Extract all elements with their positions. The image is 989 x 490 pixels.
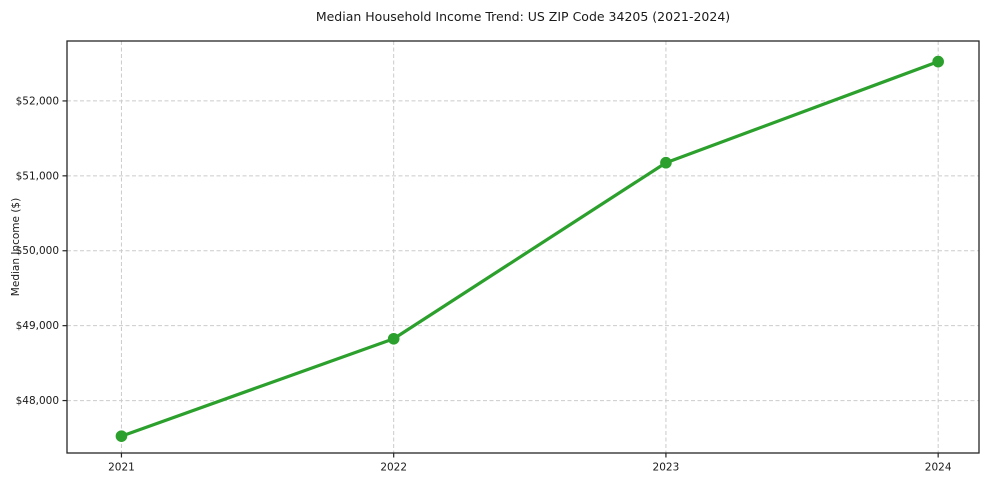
y-tick-label: $48,000: [16, 395, 59, 407]
y-tick-label: $51,000: [16, 170, 59, 182]
x-tick-label: 2021: [108, 462, 135, 474]
x-tick-label: 2024: [925, 462, 952, 474]
y-tick-label: $52,000: [16, 95, 59, 107]
data-point-2024: [932, 55, 944, 68]
x-tick-label: 2023: [653, 462, 680, 474]
y-axis-label: Median Income ($): [10, 198, 22, 296]
y-tick-label: $50,000: [16, 245, 59, 257]
data-point-2023: [660, 156, 672, 169]
plot-border: [66, 40, 980, 454]
plot-area: [67, 41, 979, 453]
income-trend-line: [119, 59, 940, 438]
chart-title: Median Household Income Trend: US ZIP Co…: [316, 9, 730, 24]
y-tick-label: $49,000: [16, 320, 59, 332]
data-point-2021: [115, 430, 128, 442]
data-point-2022: [387, 332, 400, 345]
chart-plot-group: 2021 2022 2023 2024 $48,000 $49,000 $50,000 $51…: [16, 40, 980, 474]
x-tick-label: 2022: [380, 462, 407, 474]
